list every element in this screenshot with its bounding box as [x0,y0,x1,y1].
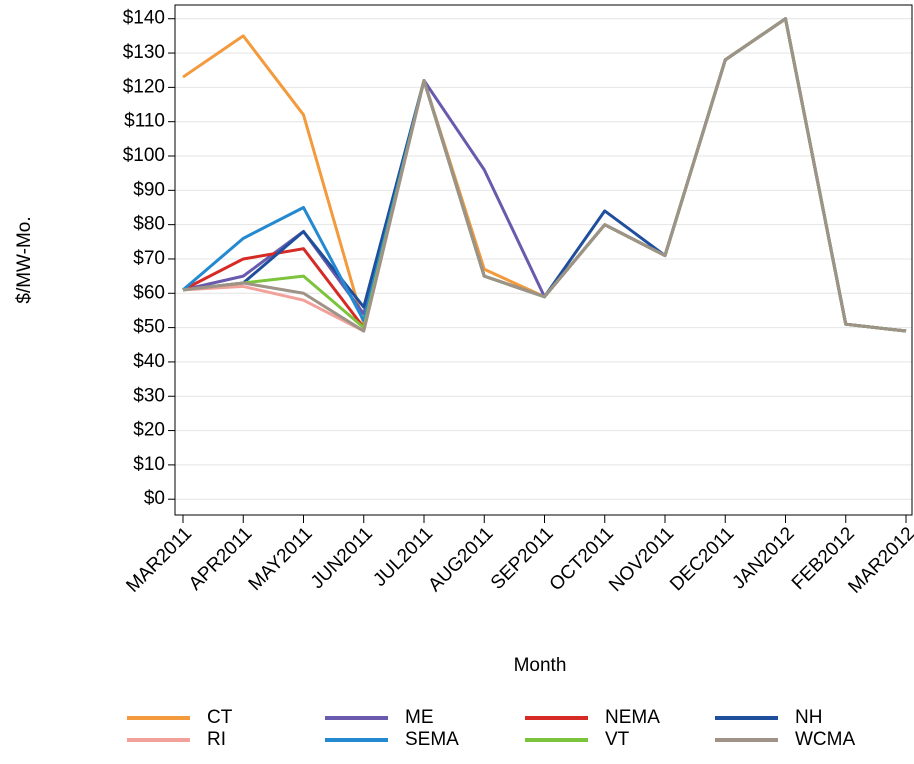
y-axis-label: $/MW-Mo. [14,216,35,303]
legend-label: SEMA [405,729,459,750]
y-tick-label: $90 [133,179,165,200]
series-line [182,17,907,333]
x-tick-label: NOV2011 [605,523,678,596]
series-line [182,17,907,333]
series-line [182,17,907,333]
legend-label: CT [207,707,233,728]
series-line [182,17,907,333]
y-tick-label: $140 [123,8,165,29]
x-tick-label: OCT2011 [546,523,618,595]
series-line [182,17,907,333]
series-line [182,17,907,333]
y-tick-label: $50 [133,317,165,338]
legend-label: ME [405,707,434,728]
y-tick-label: $110 [124,111,165,132]
series-line [182,17,907,333]
x-tick-label: AUG2011 [424,523,497,596]
y-tick-label: $120 [123,76,165,97]
y-tick-label: $10 [133,454,165,475]
x-tick-label: JUN2011 [307,523,377,593]
y-tick-label: $60 [133,282,165,303]
y-tick-label: $70 [133,248,165,269]
y-tick-label: $100 [123,145,165,166]
y-tick-label: $30 [133,385,165,406]
x-tick-label: JAN2012 [728,523,798,593]
plot-frame [174,4,913,516]
series-line [182,17,907,333]
legend-label: NH [795,707,822,728]
x-tick-label: APR2011 [185,523,256,594]
y-tick-label: $80 [133,214,165,235]
x-tick-label: MAR2011 [122,523,196,597]
x-tick-label: DEC2011 [666,523,738,595]
legend-label: VT [605,729,630,750]
x-tick-label: SEP2011 [487,523,558,594]
legend-label: RI [207,729,226,750]
x-tick-label: MAY2011 [245,523,317,595]
y-tick-label: $130 [123,42,165,63]
x-axis-label: Month [514,655,567,676]
legend-label: WCMA [795,729,855,750]
y-tick-label: $20 [133,420,165,441]
y-tick-label: $0 [144,488,165,509]
y-tick-label: $40 [133,351,165,372]
legend-label: NEMA [605,707,660,728]
